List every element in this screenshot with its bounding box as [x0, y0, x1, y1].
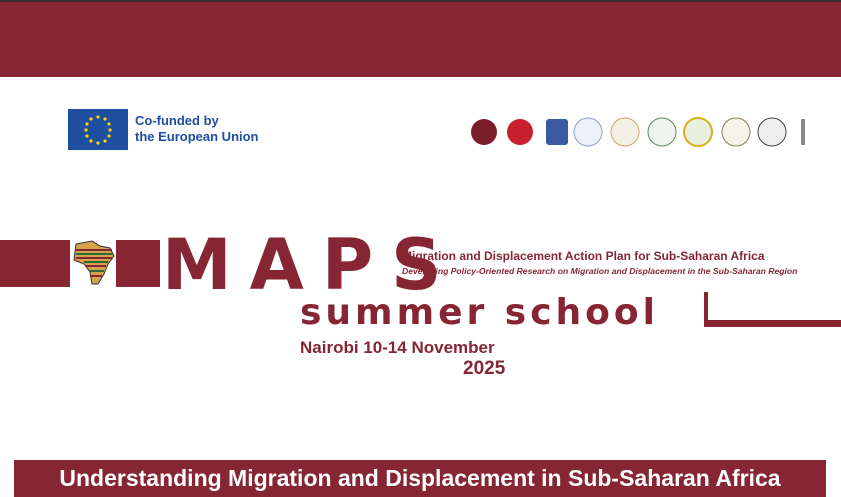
eu-flag: [68, 109, 128, 150]
top-band: [0, 0, 841, 77]
event-year: 2025: [463, 358, 506, 379]
eu-text: Co-funded by the European Union: [135, 113, 259, 145]
partner-logos: [471, 117, 805, 147]
line-horiz: [704, 320, 841, 327]
acronym: MAPS: [162, 224, 460, 306]
eu-line: the European Union: [135, 129, 259, 144]
title-full: Migration and Displacement Action Plan f…: [402, 249, 765, 263]
title-bar-left: [0, 240, 70, 287]
line-vert: [704, 292, 708, 327]
banner: Understanding Migration and Displacement…: [14, 460, 826, 497]
title-subtitle: Developing Policy-Oriented Research on M…: [402, 266, 798, 276]
event-location: Nairobi 10-14 November: [300, 338, 495, 357]
title-bar-mid: [116, 240, 160, 287]
africa-icon: [73, 240, 115, 285]
event-name: summer school: [300, 292, 659, 333]
eu-line: Co-funded by: [135, 113, 219, 128]
